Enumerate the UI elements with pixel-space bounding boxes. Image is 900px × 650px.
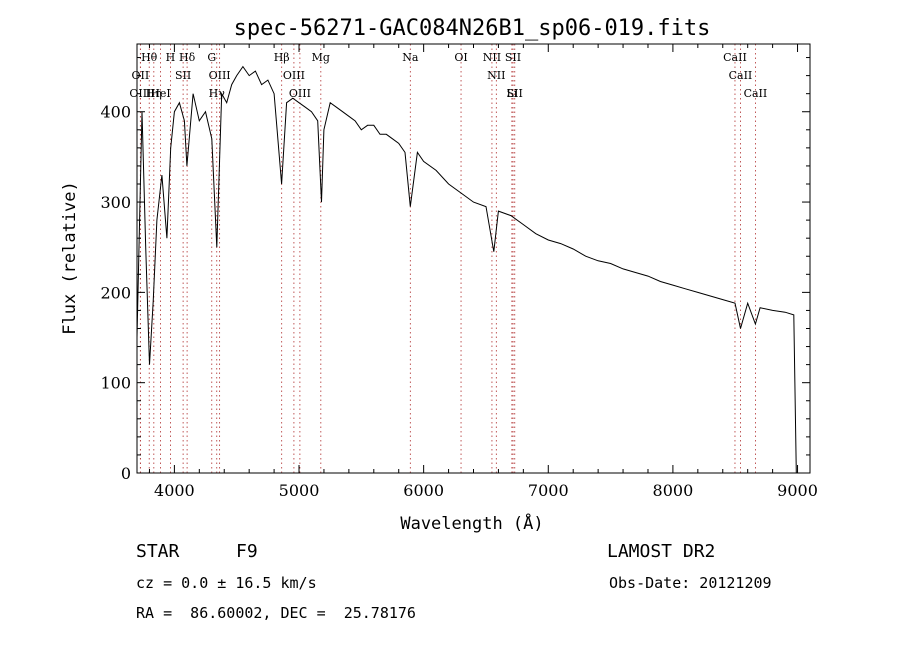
redshift-text: cz = 0.0 ± 16.5 km/s — [136, 574, 317, 592]
line-label: OIII — [283, 69, 305, 82]
line-label: OIII — [289, 87, 311, 100]
line-label: CaII — [744, 87, 768, 100]
x-axis-ticks: 4000 5000 6000 7000 8000 9000 — [148, 44, 818, 500]
y-tick-label: 100 — [100, 374, 131, 393]
y-axis-label: Flux (relative) — [60, 181, 80, 335]
line-label: NII — [483, 51, 501, 64]
line-label: CaII — [723, 51, 747, 64]
line-label: Hη — [146, 87, 162, 100]
line-label: Hδ — [179, 51, 196, 64]
line-label: SII — [507, 87, 523, 100]
y-tick-label: 0 — [121, 464, 131, 483]
line-label: Na — [402, 51, 419, 64]
obs-date: Obs-Date: 20121209 — [609, 574, 772, 592]
x-tick-label: 8000 — [653, 481, 694, 500]
line-label: Hθ — [141, 51, 158, 64]
line-label: H — [166, 51, 176, 64]
y-axis-ticks: 0 100 200 300 400 — [100, 57, 810, 483]
line-label: OIII — [209, 69, 231, 82]
coordinates: RA = 86.60002, DEC = 25.78176 — [136, 604, 416, 622]
line-label: SII — [175, 69, 191, 82]
spectrum-line — [136, 65, 797, 474]
line-label: OI — [454, 51, 467, 64]
object-subclass: F9 — [236, 541, 258, 562]
line-label: SII — [505, 51, 521, 64]
plot-frame — [136, 43, 811, 474]
y-tick-label: 200 — [100, 283, 131, 302]
chart-title: spec-56271-GAC084N26B1_sp06-019.fits — [234, 16, 711, 41]
x-tick-label: 4000 — [154, 481, 195, 500]
line-label: CaII — [729, 69, 753, 82]
x-tick-label: 6000 — [403, 481, 444, 500]
survey-name: LAMOST DR2 — [607, 541, 716, 562]
line-label: Hγ — [209, 87, 226, 100]
x-tick-label: 5000 — [279, 481, 320, 500]
object-class: STAR — [136, 541, 180, 562]
y-tick-label: 300 — [100, 193, 131, 212]
line-label: Hβ — [274, 51, 290, 64]
line-label: NII — [487, 69, 505, 82]
x-axis-label: Wavelength (Å) — [400, 512, 543, 534]
line-label: Mg — [312, 51, 330, 64]
y-tick-label: 400 — [100, 103, 131, 122]
line-markers — [139, 44, 756, 473]
line-label: G — [207, 51, 216, 64]
x-tick-label: 9000 — [777, 481, 818, 500]
line-label: HeI — [150, 87, 170, 100]
line-label: Li — [506, 87, 517, 100]
x-tick-label: 7000 — [528, 481, 569, 500]
